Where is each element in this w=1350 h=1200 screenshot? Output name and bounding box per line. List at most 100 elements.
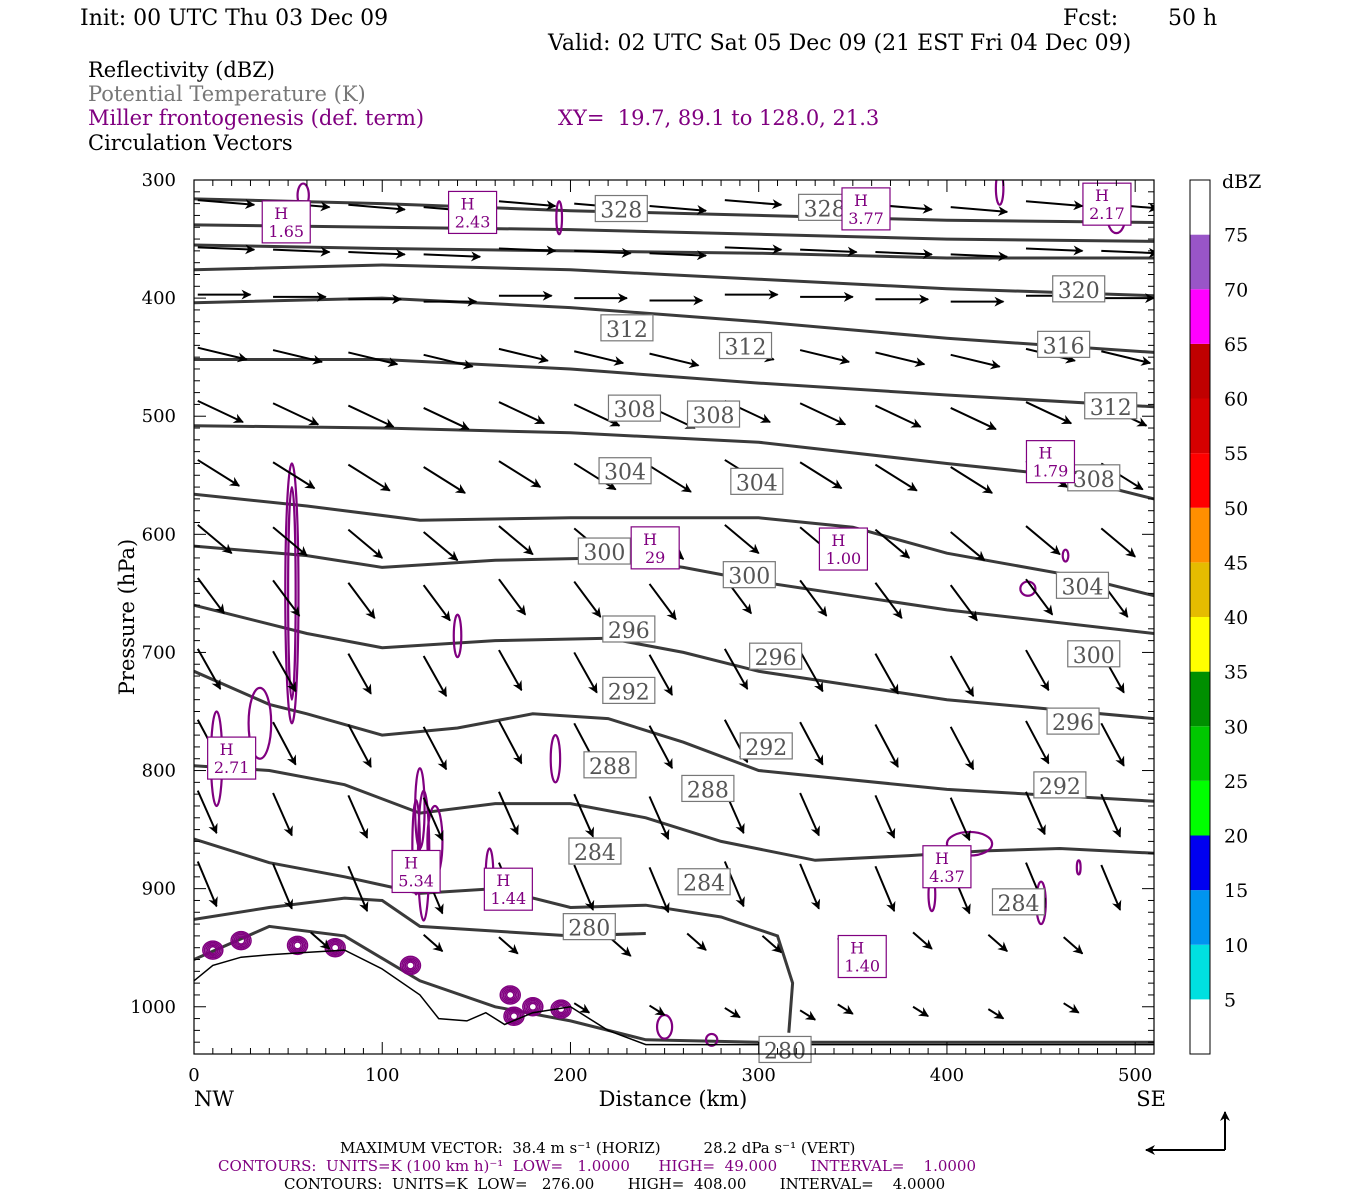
circulation-vector <box>1025 525 1061 556</box>
circulation-vector <box>347 582 376 619</box>
theta-contour <box>194 764 1154 862</box>
frontogenesis-maximum: H2.43 <box>447 190 498 235</box>
circulation-vector <box>648 867 670 914</box>
y-tick-label: 1000 <box>130 997 176 1018</box>
svg-text:312: 312 <box>606 318 648 343</box>
svg-text:300: 300 <box>583 541 625 566</box>
circulation-vector <box>197 524 233 554</box>
circulation-vector <box>874 724 899 768</box>
svg-text:280: 280 <box>568 917 610 942</box>
circulation-vector <box>196 790 218 835</box>
colorbar-segment <box>1190 453 1210 508</box>
frontogenesis-contour <box>528 1002 538 1011</box>
svg-text:H: H <box>850 939 864 958</box>
circulation-vector <box>949 655 975 698</box>
frontogenesis-contour <box>203 941 222 959</box>
theta-label: 292 <box>739 732 793 761</box>
theta-label: 304 <box>598 457 652 486</box>
circulation-vector <box>423 407 470 431</box>
circulation-vector <box>423 353 474 370</box>
colorbar-segment <box>1190 398 1210 454</box>
circulation-vector <box>347 865 369 913</box>
colorbar-level-label: 60 <box>1224 389 1248 411</box>
colorbar-segment <box>1190 343 1210 399</box>
colorbar-segment <box>1190 180 1210 235</box>
circulation-vector <box>573 651 598 694</box>
circulation-vector <box>1025 245 1084 256</box>
legend-frontogenesis: Miller frontogenesis (def. term) <box>88 106 425 130</box>
svg-text:296: 296 <box>1052 711 1094 736</box>
circulation-vector <box>573 403 621 427</box>
frontogenesis-contour <box>549 734 562 784</box>
circulation-vector <box>1062 936 1084 955</box>
nw-end-label: NW <box>194 1087 234 1111</box>
frontogenesis-contour <box>499 985 521 1005</box>
svg-text:308: 308 <box>1073 468 1115 493</box>
circulation-vector <box>347 463 391 492</box>
colorbar-segment <box>1190 780 1210 836</box>
theta-label: 296 <box>1046 707 1100 736</box>
circulation-vector <box>724 1007 741 1019</box>
y-tick-label: 800 <box>142 761 176 782</box>
theta-label: 284 <box>991 888 1046 917</box>
frontogenesis-contour <box>505 990 515 1000</box>
frontogenesis-contour <box>526 1001 539 1013</box>
circulation-vector <box>950 531 986 562</box>
circulation-vector <box>272 792 293 837</box>
frontogenesis-contour <box>293 941 302 950</box>
colorbar-segment <box>1190 999 1210 1054</box>
circulation-vector <box>648 1004 666 1016</box>
circulation-vector <box>1100 722 1125 767</box>
frontogenesis-contour <box>205 943 221 958</box>
maximum-vector-info: MAXIMUM VECTOR: 38.4 m s⁻¹ (HORIZ) 28.2 … <box>340 1139 856 1157</box>
svg-text:312: 312 <box>725 336 767 361</box>
circulation-vector <box>347 724 372 768</box>
theta-label: 304 <box>730 467 784 496</box>
valid-time: Valid: 02 UTC Sat 05 Dec 09 (21 EST Fri … <box>548 31 1132 56</box>
circulation-vector <box>498 578 527 616</box>
y-tick-label: 600 <box>142 524 176 545</box>
svg-text:H: H <box>935 849 949 868</box>
svg-text:304: 304 <box>604 461 646 486</box>
circulation-vector <box>949 726 975 771</box>
frontogenesis-maximum: H1.79 <box>1025 440 1076 484</box>
circulation-vector <box>950 353 1001 370</box>
colorbar-segment <box>1190 671 1210 727</box>
circulation-vector <box>874 404 922 428</box>
y-tick-label: 500 <box>142 406 176 427</box>
circulation-vector <box>686 932 707 951</box>
svg-text:304: 304 <box>736 471 778 496</box>
svg-text:29: 29 <box>645 548 665 567</box>
circulation-vector <box>799 792 820 837</box>
frontogenesis-contour <box>502 987 518 1002</box>
init-time: Init: 00 UTC Thu 03 Dec 09 <box>80 6 389 31</box>
circulation-vector <box>498 401 546 425</box>
x-tick-label: 100 <box>365 1065 399 1086</box>
circulation-vector <box>1025 578 1054 616</box>
cross-section-endpoints: XY= 19.7, 89.1 to 128.0, 21.3 <box>558 106 880 130</box>
colorbar-level-label: 70 <box>1224 279 1248 301</box>
svg-text:328: 328 <box>600 199 642 224</box>
circulation-vector <box>498 245 557 256</box>
svg-text:1.79: 1.79 <box>1033 462 1069 481</box>
circulation-vector <box>648 796 670 840</box>
theta-label: 280 <box>562 913 616 942</box>
circulation-vector <box>347 528 384 559</box>
svg-text:2.71: 2.71 <box>214 758 250 777</box>
svg-text:292: 292 <box>608 680 650 705</box>
theta-label: 320 <box>1052 275 1106 304</box>
x-tick-label: 0 <box>188 1065 199 1086</box>
svg-text:284: 284 <box>683 872 725 897</box>
colorbar-level-label: 10 <box>1224 935 1248 957</box>
frontogenesis-contour <box>401 957 420 974</box>
y-tick-label: 400 <box>142 288 176 309</box>
circulation-vector <box>272 721 297 766</box>
circulation-vector <box>272 526 308 557</box>
circulation-vector <box>912 931 933 950</box>
frontogenesis-contour <box>509 1012 519 1021</box>
circulation-vector <box>273 246 331 257</box>
circulation-vector <box>573 864 595 911</box>
circulation-vector <box>799 402 847 426</box>
circulation-vector <box>272 863 294 910</box>
frontogenesis-maximum: H29 <box>630 526 680 570</box>
